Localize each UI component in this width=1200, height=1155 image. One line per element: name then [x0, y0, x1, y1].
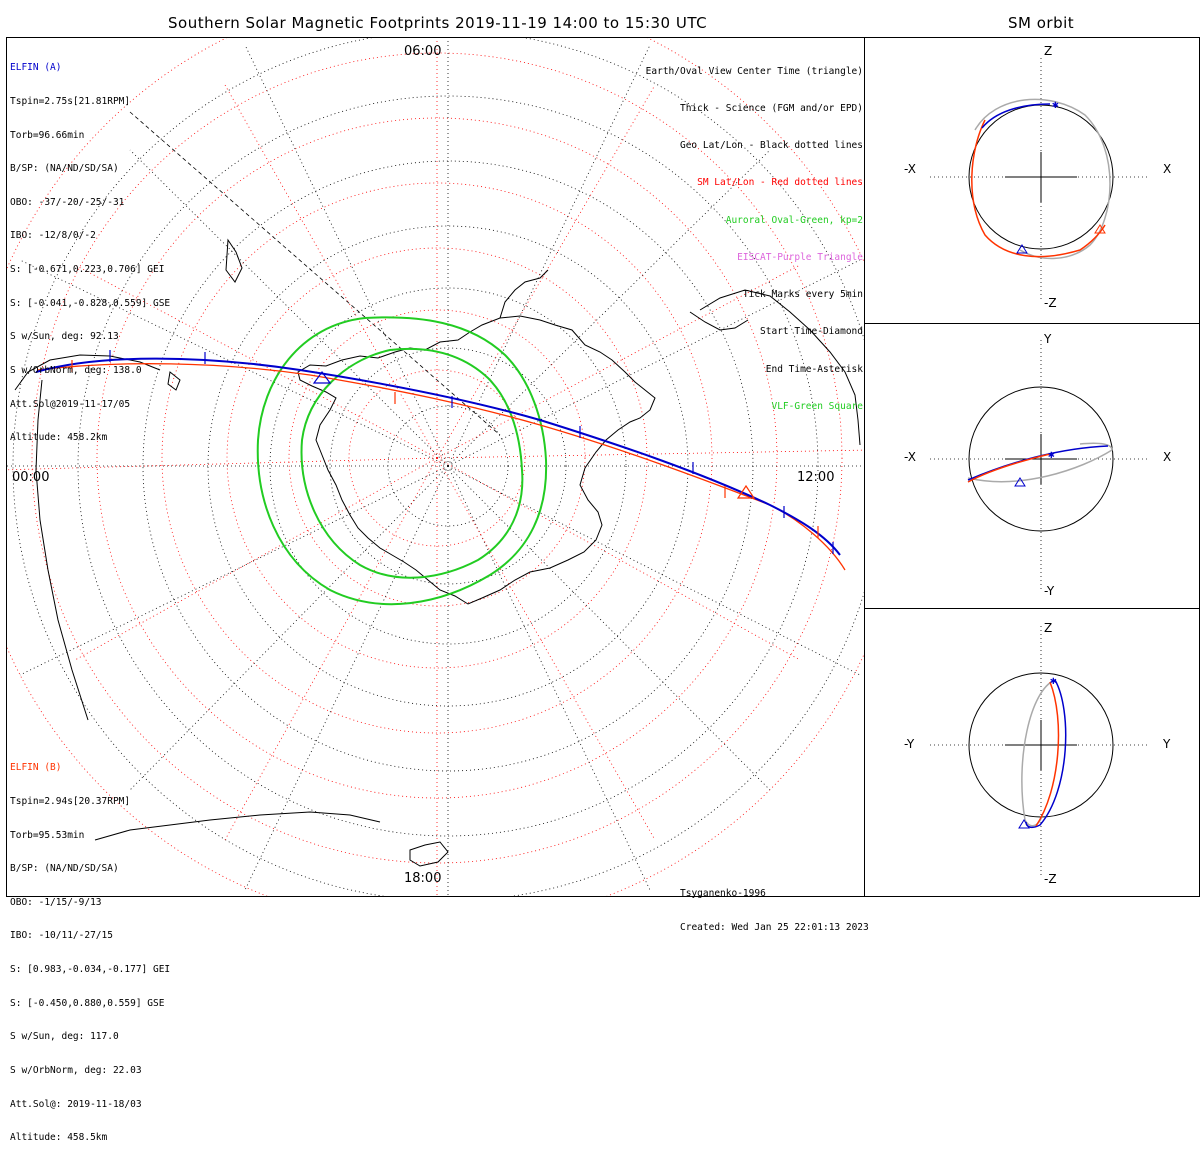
footer: Tsyganenko-1996 Created: Wed Jan 25 22:0… — [680, 866, 869, 944]
elfin-a-line: OBO: -37/-20/-25/-31 — [10, 196, 125, 208]
south-america-coastline — [699, 289, 861, 446]
plot-title: Southern Solar Magnetic Footprints 2019-… — [168, 14, 708, 32]
mlt-label-top: 06:00 — [404, 44, 442, 59]
antarctic-peninsula — [499, 269, 549, 319]
orbit-1-red — [971, 119, 1106, 258]
orbit-2-gray — [967, 442, 1113, 483]
orbit-1-top-label: Z — [1044, 44, 1053, 58]
orbit-1-right-label: X — [1163, 162, 1172, 176]
legend-item: SM Lat/Lon - Red dotted lines — [697, 177, 863, 189]
auroral-oval-inner — [300, 347, 524, 579]
orbit-3-bottom-label: -Z — [1044, 872, 1057, 886]
orbit-2-bottom-label: -Y — [1044, 584, 1055, 598]
elfin-b-line: S w/Sun, deg: 117.0 — [10, 1031, 119, 1043]
svg-text:✱: ✱ — [1048, 448, 1055, 461]
orbit-1-left-label: -X — [904, 162, 916, 176]
model-label: Tsyganenko-1996 — [680, 888, 766, 900]
elfin-a-line: S w/OrbNorm, deg: 138.0 — [10, 364, 142, 376]
elfin-b-info: ELFIN (B) Tspin=2.94s[20.37RPM] Torb=95.… — [10, 740, 170, 1155]
legend-item: Thick - Science (FGM and/or EPD) — [679, 103, 863, 115]
mlt-label-right: 12:00 — [797, 470, 835, 485]
orbit-3-top-label: Z — [1044, 621, 1053, 635]
earth-circle-1 — [968, 104, 1114, 250]
elfin-a-line: Tspin=2.75s[21.81RPM] — [10, 96, 131, 108]
elfin-a-line: B/SP: (NA/ND/SD/SA) — [10, 163, 119, 175]
orbit-1-bottom-label: -Z — [1044, 296, 1057, 310]
mlt-label-bottom: 18:00 — [404, 871, 442, 886]
orbit-3-red — [1035, 681, 1060, 827]
orbit-1-blue — [981, 103, 1051, 129]
polar-map — [7, 38, 864, 896]
orbit-2-right-label: X — [1163, 450, 1172, 464]
elfin-b-line: S: [0.983,-0.034,-0.177] GEI — [10, 964, 171, 976]
elfin-a-center-triangle — [312, 370, 332, 384]
legend-item: Auroral Oval-Green, kp=2 — [725, 214, 863, 226]
elfin-b-line: IBO: -10/11/-27/15 — [10, 930, 113, 942]
elfin-a-line: Torb=96.66min — [10, 129, 85, 141]
orbit-title: SM orbit — [1008, 14, 1075, 32]
orbit-panel-3: ✱ — [930, 626, 1150, 876]
elfin-a-footprint — [35, 357, 841, 556]
elfin-a-line: IBO: -12/8/0/-2 — [10, 230, 96, 242]
created-label: Created: Wed Jan 25 22:01:13 2023 — [680, 922, 869, 934]
legend-item: Tick Marks every 5min — [742, 289, 863, 301]
earth-circle-2 — [968, 386, 1114, 532]
tierra-del-fuego — [689, 311, 749, 331]
legend-item: End Time-Asterisk — [765, 363, 863, 375]
orbit-3-gray — [1021, 679, 1056, 827]
orbit-1-gray — [974, 98, 1111, 260]
africa-coastline — [14, 354, 161, 391]
australia-coastline — [94, 811, 381, 841]
left-coastline — [35, 379, 89, 721]
orbit-panel-2: ✱ — [930, 340, 1150, 590]
view-center-line — [129, 111, 501, 436]
orbit-2-red — [967, 453, 1051, 483]
elfin-a-info: ELFIN (A) Tspin=2.75s[21.81RPM] Torb=96.… — [10, 40, 170, 455]
elfin-b-line: OBO: -1/15/-9/13 — [10, 896, 102, 908]
elfin-a-line: S w/Sun, deg: 92.13 — [10, 331, 119, 343]
elfin-b-title: ELFIN (B) — [10, 762, 62, 774]
orbit-3-left-label: -Y — [904, 737, 915, 751]
orbit-2-top-label: Y — [1044, 332, 1052, 346]
orbit-2-left-label: -X — [904, 450, 916, 464]
elfin-a-title: ELFIN (A) — [10, 62, 62, 74]
elfin-a-line: Altitude: 458.2km — [10, 432, 108, 444]
elfin-b-line: Torb=95.53min — [10, 829, 85, 841]
elfin-b-line: Att.Sol@: 2019-11-18/03 — [10, 1098, 142, 1110]
legend-item: VLF-Green Square — [771, 400, 863, 412]
elfin-b-line: Altitude: 458.5km — [10, 1132, 108, 1144]
svg-text:✱: ✱ — [1052, 98, 1059, 111]
southern-islands — [167, 238, 243, 391]
orbit-3-right-label: Y — [1163, 737, 1171, 751]
mlt-label-left: 00:00 — [12, 470, 50, 485]
new-zealand — [409, 841, 449, 867]
svg-text:✱: ✱ — [1050, 674, 1057, 687]
elfin-a-line: S: [-0.671,0.223,0.706] GEI — [10, 264, 165, 276]
legend: Earth/Oval View Center Time (triangle) T… — [646, 41, 863, 426]
elfin-a-line: S: [-0.041,-0.828,0.559] GSE — [10, 297, 171, 309]
legend-item: Earth/Oval View Center Time (triangle) — [645, 65, 863, 77]
elfin-a-line: Att.Sol@2019-11-17/05 — [10, 398, 131, 410]
orbit-panel-1: ✱ — [930, 58, 1150, 300]
legend-item: Geo Lat/Lon - Black dotted lines — [679, 140, 863, 152]
elfin-b-tick-marks — [71, 360, 819, 538]
elfin-b-line: S: [-0.450,0.880,0.559] GSE — [10, 997, 165, 1009]
elfin-b-line: B/SP: (NA/ND/SD/SA) — [10, 863, 119, 875]
elfin-b-line: S w/OrbNorm, deg: 22.03 — [10, 1064, 142, 1076]
orbit-3-blue — [1025, 679, 1067, 829]
elfin-a-tick-marks — [109, 350, 834, 554]
legend-item: EISCAT-Purple Triangle — [737, 251, 863, 263]
elfin-b-center-triangle — [736, 484, 756, 499]
plot-canvas: ✱ ✱ ✱ — [6, 37, 1200, 897]
elfin-b-line: Tspin=2.94s[20.37RPM] — [10, 796, 131, 808]
auroral-oval-outer — [256, 316, 548, 606]
legend-item: Start Time-Diamond — [760, 326, 863, 338]
